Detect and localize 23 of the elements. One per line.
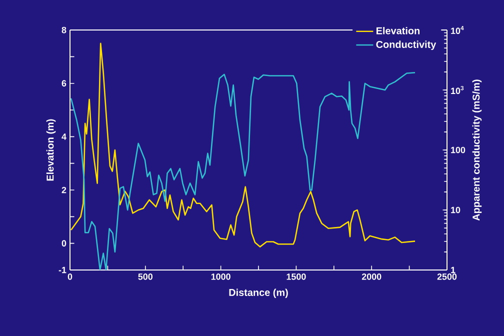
y2-tick-label: 1 — [451, 266, 456, 274]
y2-tick-label: 100 — [451, 146, 466, 154]
legend-label: Elevation — [376, 26, 420, 34]
x-axis-title: Distance (m) — [229, 288, 288, 298]
x-tick-label: 1500 — [286, 274, 306, 280]
y2-tick-label: 10 — [451, 206, 460, 214]
y-axis-title: Elevation (m) — [46, 119, 56, 181]
y-tick-label: 0 — [62, 240, 66, 247]
line-series — [70, 72, 416, 270]
x-tick-label: 2500 — [437, 274, 457, 280]
y-tick-label: 8 — [62, 26, 66, 34]
x-tick-label: 0 — [68, 274, 72, 280]
y-tick-label: -1 — [58, 266, 66, 274]
y2-axis-title: Apparent conductivity (mS/m) — [472, 80, 482, 221]
x-tick-label: 500 — [138, 274, 153, 280]
y-tick-label: 4 — [62, 134, 66, 140]
y2-tick-label: 10$^{3}$ — [451, 86, 464, 94]
legend-label: Conductivity — [376, 40, 436, 50]
x-tick-label: 1000 — [211, 274, 230, 280]
y2-tick-label: 10$^{4}$ — [451, 26, 464, 34]
y-tick-label: 2 — [62, 186, 66, 194]
x-tick-label: 2000 — [362, 274, 382, 280]
y-tick-label: 6 — [62, 80, 66, 87]
